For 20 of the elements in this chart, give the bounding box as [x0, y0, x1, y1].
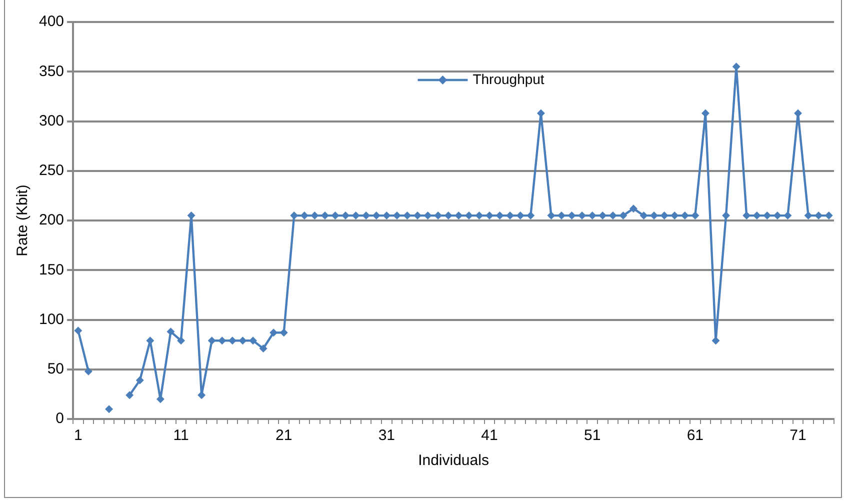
y-tick-label: 50: [47, 360, 64, 378]
x-tick-label: 41: [481, 427, 498, 444]
x-tick-label: 71: [790, 427, 806, 444]
x-axis-title: Individuals: [418, 452, 489, 470]
y-tick-label: 350: [38, 62, 64, 80]
x-tick-label: 11: [173, 427, 189, 444]
y-tick-label: 250: [38, 162, 64, 180]
y-tick-label: 0: [56, 410, 64, 428]
x-tick-label: 61: [686, 427, 704, 444]
y-tick-label: 400: [38, 13, 64, 30]
y-tick-label: 150: [38, 261, 64, 278]
x-tick-label: 31: [378, 427, 396, 444]
y-tick-label: 300: [38, 112, 64, 130]
legend-label: Throughput: [472, 70, 544, 87]
x-tick-label: 21: [275, 427, 292, 444]
y-tick-label: 100: [38, 310, 64, 328]
y-axis-title: Rate (Kbit): [14, 184, 32, 256]
y-tick-label: 200: [38, 212, 64, 229]
x-tick-label: 51: [584, 427, 601, 444]
x-tick-label: 1: [74, 427, 82, 444]
